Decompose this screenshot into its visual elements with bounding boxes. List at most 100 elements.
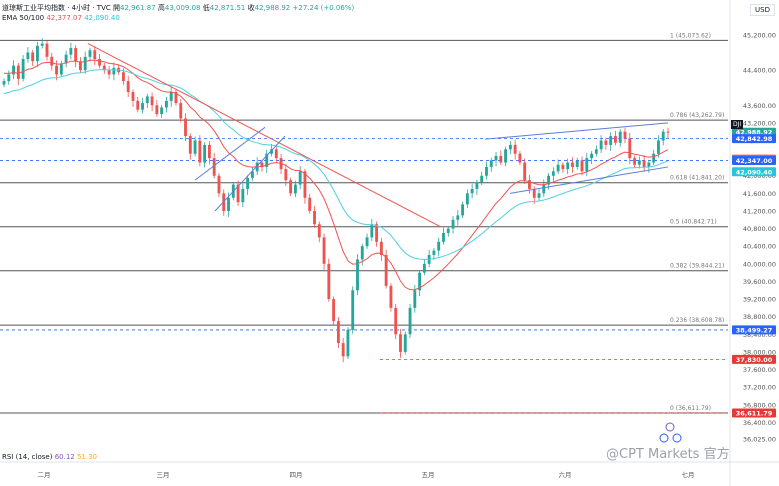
- ema50-value: 42,377.07: [46, 14, 82, 22]
- y-tick-label: 41,600.00: [743, 190, 776, 198]
- fib-level-label: 0.382 (39,844.21): [670, 263, 724, 270]
- candle-body: [480, 175, 484, 183]
- candle-body: [365, 237, 369, 247]
- candle-body: [184, 118, 187, 137]
- candle-body: [642, 160, 646, 167]
- candle-body: [193, 140, 197, 154]
- price-tag: [732, 167, 776, 177]
- candle-body: [7, 74, 11, 82]
- candle-body: [298, 171, 302, 185]
- candle-body: [418, 272, 422, 291]
- candle-body: [131, 92, 135, 101]
- candle-body: [36, 45, 39, 62]
- candle-body: [150, 96, 154, 106]
- candle-body: [246, 177, 250, 189]
- candle-body: [207, 144, 211, 159]
- candle-body: [64, 54, 68, 64]
- candle-body: [566, 162, 570, 170]
- candle-body: [461, 204, 465, 216]
- y-tick-label: 40,000.00: [743, 260, 776, 268]
- event-icon: [672, 433, 682, 443]
- rsi-legend[interactable]: RSI (14, close) 60.12 51.30: [2, 453, 97, 461]
- low-value: 42,871.51: [209, 4, 246, 12]
- candle-body: [637, 160, 641, 165]
- candle-body: [647, 162, 651, 167]
- fib-level-label: 0 (36,611.79): [670, 405, 711, 412]
- open-label: 開: [113, 4, 120, 12]
- candle-body: [618, 131, 622, 143]
- candle-body: [513, 144, 517, 154]
- candle-body: [313, 210, 316, 225]
- candle-body: [614, 136, 617, 143]
- trend-line: [484, 122, 669, 140]
- candle-body: [528, 180, 531, 189]
- candle-body: [489, 160, 493, 167]
- candle-body: [657, 140, 660, 154]
- trend-line: [509, 166, 669, 194]
- candle-body: [308, 197, 312, 211]
- candle-body: [69, 48, 73, 55]
- y-tick-label: 36,800.00: [743, 401, 776, 409]
- price-tag: [732, 354, 776, 364]
- candle-body: [88, 50, 92, 57]
- candle-body: [21, 59, 25, 79]
- candle-body: [227, 197, 230, 211]
- candle-body: [136, 100, 140, 110]
- fib-level-label: 0.5 (40,842.71): [670, 219, 717, 226]
- candle-body: [217, 175, 221, 194]
- price-tag: [732, 325, 776, 335]
- candle-body: [356, 259, 359, 291]
- candle-body: [322, 237, 326, 264]
- candle-body: [198, 140, 202, 163]
- candle-body: [45, 43, 49, 57]
- candle-body: [518, 153, 522, 163]
- y-tick-label: 37,200.00: [743, 384, 776, 392]
- high-label: 高: [157, 4, 165, 12]
- candle-body: [93, 50, 97, 60]
- candle-body: [179, 103, 183, 119]
- candle-body: [437, 241, 441, 251]
- candle-body: [508, 144, 512, 150]
- candle-body: [169, 92, 173, 101]
- candle-body: [384, 255, 388, 286]
- candle-body: [317, 224, 321, 238]
- y-tick-label: 40,400.00: [743, 243, 776, 251]
- y-tick-label: 38,400.00: [743, 331, 776, 339]
- candle-body: [107, 70, 111, 75]
- candle-body: [265, 153, 269, 167]
- candle-body: [523, 162, 527, 181]
- candle-body: [250, 171, 254, 178]
- fib-level-label: 0.786 (43,262.79): [670, 112, 724, 119]
- candle-body: [379, 241, 383, 256]
- candle-body: [188, 136, 192, 154]
- y-tick-label: 41,200.00: [743, 207, 776, 215]
- candle-body: [126, 81, 130, 93]
- x-tick-label: 六月: [559, 470, 572, 479]
- candle-body: [604, 140, 608, 145]
- candle-body: [652, 153, 656, 163]
- candle-body: [594, 149, 598, 154]
- candle-body: [571, 162, 574, 167]
- currency-button[interactable]: USD: [750, 4, 775, 16]
- candle-body: [327, 263, 331, 300]
- high-value: 43,009.08: [164, 4, 201, 12]
- candle-body: [628, 138, 632, 159]
- candle-body: [121, 72, 125, 82]
- y-tick-label: 37,600.00: [743, 366, 776, 374]
- event-icon: [659, 433, 669, 443]
- candle-body: [599, 140, 603, 150]
- candle-body: [623, 131, 627, 139]
- candle-body: [303, 171, 307, 198]
- candle-body: [83, 56, 87, 71]
- price-tag-label: 38,499.27: [736, 326, 773, 334]
- candle-body: [31, 52, 35, 62]
- candle-body: [164, 100, 168, 108]
- close-value: 42,988.92: [254, 4, 291, 12]
- y-tick-label: 44,400.00: [743, 67, 776, 75]
- candle-body: [585, 158, 589, 172]
- ema-legend[interactable]: EMA 50/100 42,377.07 42,090.40: [2, 14, 120, 22]
- candle-body: [98, 59, 101, 66]
- ema50-line: [3, 59, 669, 291]
- candle-body: [413, 290, 417, 308]
